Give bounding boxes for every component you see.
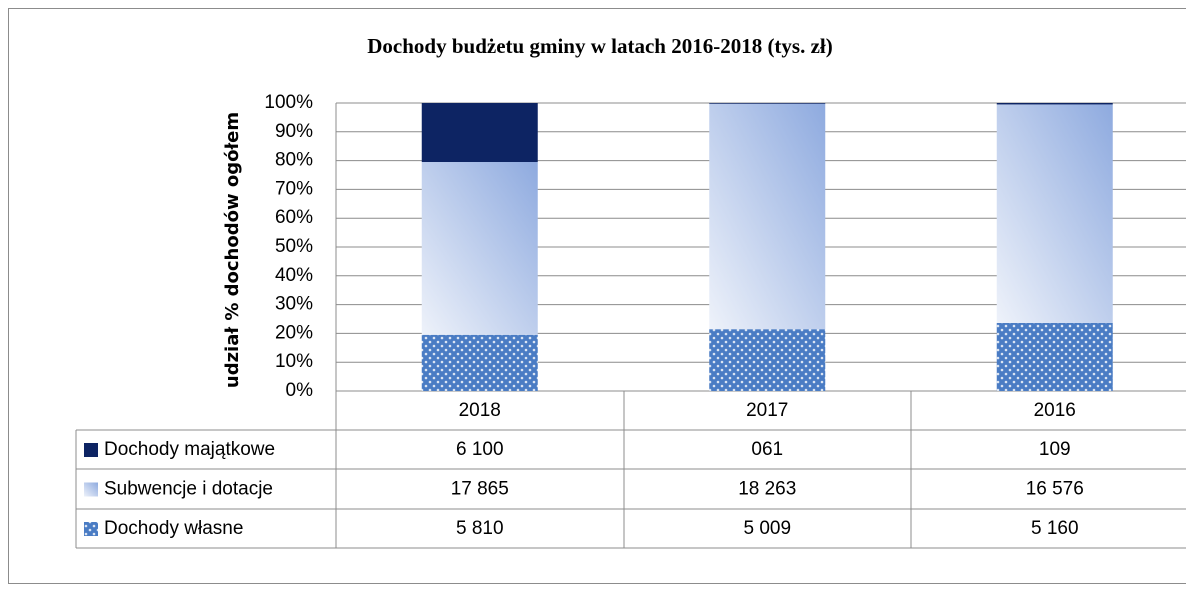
table-value: 5 160 [1031,518,1079,539]
bar-segment [996,322,1113,391]
x-tick-label: 2018 [459,400,501,421]
bar-segment [709,329,826,391]
y-tick-label: 70% [275,178,313,199]
y-tick-label: 60% [275,207,313,228]
legend-swatch [84,443,98,457]
chart-border [8,8,1186,584]
bar-segment [421,334,538,391]
y-axis-title: udział % dochodów ogółem [222,112,243,388]
table-value: 6 100 [456,439,504,460]
table-borders [75,103,1186,549]
legend-swatch [84,482,98,497]
bar-segment [709,103,826,104]
legend-label: Subwencje i dotacje [104,479,273,500]
y-tick-label: 0% [286,380,314,401]
y-tick-label: 10% [275,351,313,372]
table-value: 061 [751,439,783,460]
y-tick-label: 50% [275,236,313,257]
table-value: 17 865 [451,479,509,500]
table-value: 5 009 [743,518,791,539]
y-tick-label: 100% [264,92,313,113]
legend-swatch [84,522,98,536]
y-tick-label: 40% [275,265,313,286]
bar-segment [996,104,1113,323]
y-tick-label: 80% [275,150,313,171]
table-value: 5 810 [456,518,504,539]
bar-segment [709,103,826,330]
y-tick-label: 20% [275,322,313,343]
bar-segment [421,162,538,335]
table-value: 109 [1039,439,1071,460]
x-tick-label: 2017 [746,400,788,421]
bar-segment [421,103,538,163]
y-tick-label: 30% [275,294,313,315]
bar-segment [996,103,1113,105]
y-tick-label: 90% [275,121,313,142]
chart-title: Dochody budżetu gminy w latach 2016-2018… [367,34,833,58]
legend-label: Dochody własne [104,518,243,539]
table-value: 16 576 [1026,479,1084,500]
legend-label: Dochody majątkowe [104,439,275,460]
x-tick-label: 2016 [1034,400,1076,421]
table-value: 18 263 [738,479,796,500]
